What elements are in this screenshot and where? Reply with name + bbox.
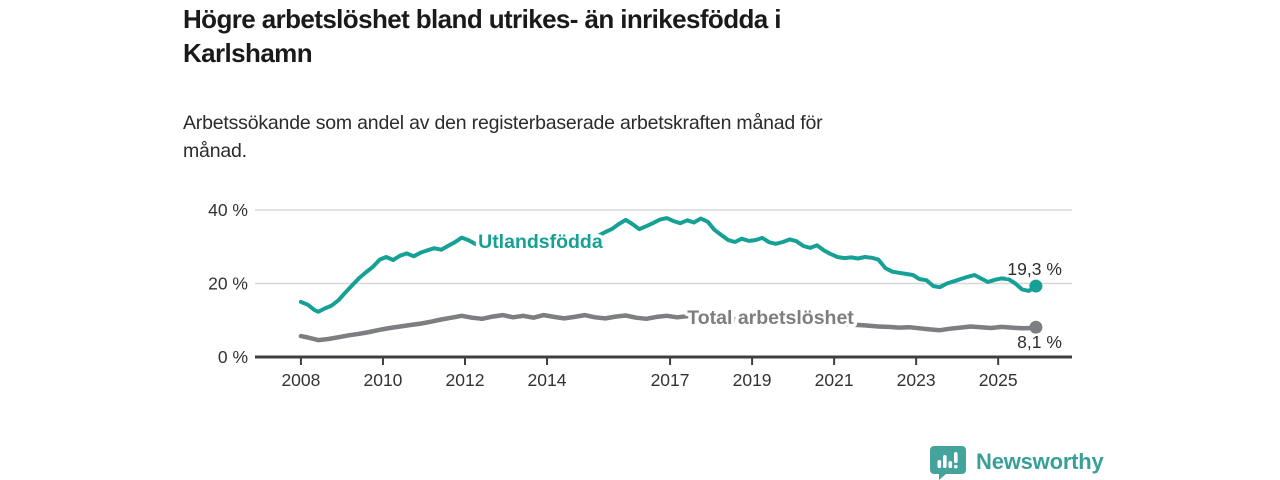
series-inline-label: Utlandsfödda — [478, 231, 603, 253]
logo-exclamation-bar — [954, 451, 958, 463]
x-axis-tick-label: 2025 — [979, 370, 1018, 390]
x-axis-tick-label: 2019 — [733, 370, 772, 390]
brand-name: Newsworthy — [976, 449, 1104, 474]
series-end-value-label: 8,1 % — [1017, 332, 1062, 352]
logo-exclamation-dot — [954, 464, 958, 468]
page-subtitle: Arbetssökande som andel av den registerb… — [183, 112, 823, 163]
y-axis-tick-label: 0 % — [218, 347, 248, 367]
page-title: Högre arbetslöshet bland utrikes- än inr… — [183, 4, 781, 69]
series-end-dot — [1029, 320, 1043, 334]
logo-bar-1 — [937, 459, 942, 468]
newsworthy-logo-icon — [930, 445, 966, 480]
series-end-value-label: 19,3 % — [1007, 259, 1061, 279]
brand-footer: Newsworthy — [930, 444, 1104, 480]
logo-bubble-shape — [930, 445, 966, 480]
logo-bar-3 — [948, 460, 953, 468]
x-axis-tick-label: 2021 — [815, 370, 854, 390]
series-line-utlandsfodda — [298, 216, 1038, 314]
x-axis-tick-label: 2017 — [651, 370, 690, 390]
y-axis-tick-label: 40 % — [208, 200, 248, 220]
series-line-total — [298, 312, 1039, 343]
x-axis-tick-label: 2010 — [363, 370, 402, 390]
y-axis-tick-label: 20 % — [208, 274, 248, 294]
x-axis-tick-label: 2012 — [446, 370, 485, 390]
series-end-dot — [1029, 279, 1043, 293]
x-axis-tick-label: 2008 — [281, 370, 320, 390]
x-axis-tick-label: 2023 — [897, 370, 936, 390]
x-axis-tick-label: 2014 — [528, 370, 567, 390]
series-inline-label: Total arbetslöshet — [687, 307, 854, 329]
logo-bar-2 — [943, 454, 947, 468]
